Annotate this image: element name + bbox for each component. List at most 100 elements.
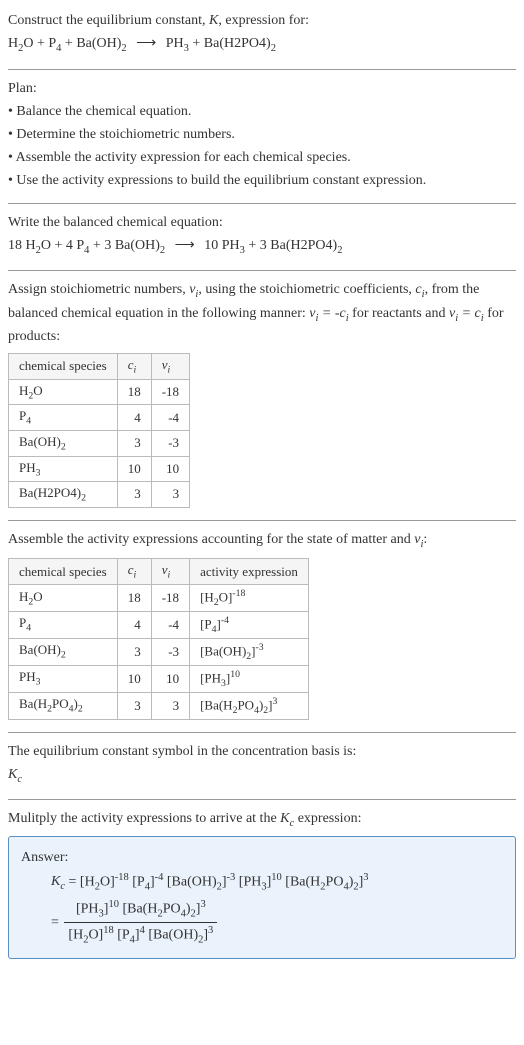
txt: Construct the equilibrium constant, xyxy=(8,13,209,28)
s: 2 xyxy=(121,43,126,54)
arrow-icon: ⟶ xyxy=(136,33,156,54)
section-assign: Assign stoichiometric numbers, νi , using… xyxy=(8,279,516,508)
rel2: νi = ci xyxy=(449,306,484,321)
assign-text: Assign stoichiometric numbers, νi, using… xyxy=(8,279,516,347)
t: Assemble the activity expressions accoun… xyxy=(8,532,414,547)
cell-ci: 3 xyxy=(117,638,151,665)
h: chemical species xyxy=(9,354,118,380)
t: + Ba(OH) xyxy=(61,36,121,51)
plan-b3: • Assemble the activity expression for e… xyxy=(8,147,516,168)
h: activity expression xyxy=(190,559,309,585)
section-mult: Mulitply the activity expressions to arr… xyxy=(8,808,516,959)
table-row: H2O18-18 xyxy=(9,379,190,405)
t: PO xyxy=(163,901,181,916)
answer-box: Answer: Kc = [H2O]-18 [P4]-4 [Ba(OH)2]-3… xyxy=(8,836,516,960)
kc-text: The equilibrium constant symbol in the c… xyxy=(8,741,516,762)
t: + 3 Ba(H2PO4) xyxy=(245,238,337,253)
table-activity: chemical species ci νi activity expressi… xyxy=(8,558,309,719)
cell-ci: 3 xyxy=(117,430,151,456)
t: PO xyxy=(326,874,344,889)
arrow-icon: ⟶ xyxy=(175,235,195,256)
cell-ci: 18 xyxy=(117,584,151,611)
table-row: Ba(H2PO4)233 xyxy=(9,482,190,508)
t: + 3 Ba(OH) xyxy=(89,238,160,253)
cell-vi: 3 xyxy=(151,482,189,508)
divider xyxy=(8,203,516,204)
t: O + 4 P xyxy=(41,238,84,253)
e: 18 xyxy=(103,925,114,936)
t: Mulitply the activity expressions to arr… xyxy=(8,811,280,826)
t: [H xyxy=(68,928,83,943)
plan-b4: • Use the activity expressions to build … xyxy=(8,170,516,191)
cell-activity: [Ba(OH)2]-3 xyxy=(190,638,309,665)
table-row: PH31010 xyxy=(9,456,190,482)
divider xyxy=(8,799,516,800)
t: [Ba(H xyxy=(282,874,321,889)
e: 10 xyxy=(271,872,282,883)
cell-species: Ba(OH)2 xyxy=(9,430,118,456)
cell-activity: [Ba(H2PO4)2]3 xyxy=(190,692,309,719)
plan-b2: • Determine the stoichiometric numbers. xyxy=(8,124,516,145)
cell-vi: -4 xyxy=(151,405,189,431)
kc: Kc xyxy=(51,874,65,889)
K: K xyxy=(209,13,218,28)
t: [PH xyxy=(235,874,261,889)
eq: = xyxy=(65,874,80,889)
table-row: P44-4 xyxy=(9,405,190,431)
e: 3 xyxy=(208,925,213,936)
h: ci xyxy=(117,354,151,380)
t: for reactants and xyxy=(349,306,449,321)
cell-species: Ba(H2PO4)2 xyxy=(9,482,118,508)
cell-activity: [PH3]10 xyxy=(190,665,309,692)
cell-ci: 4 xyxy=(117,611,151,638)
table-row: PH31010[PH3]10 xyxy=(9,665,309,692)
t: [H xyxy=(80,874,95,889)
cell-ci: 4 xyxy=(117,405,151,431)
answer-line2: = [PH3]10 [Ba(H2PO4)2]3 [H2O]18 [P4]4 [B… xyxy=(51,897,503,948)
cell-ci: 3 xyxy=(117,482,151,508)
cell-ci: 10 xyxy=(117,456,151,482)
e: -3 xyxy=(227,872,236,883)
h: chemical species xyxy=(9,559,118,585)
balanced-eq: 18 H2O + 4 P4 + 3 Ba(OH)2 ⟶ 10 PH3 + 3 B… xyxy=(8,235,516,259)
cell-species: H2O xyxy=(9,584,118,611)
t: , using the stoichiometric coefficients, xyxy=(198,282,415,297)
cell-vi: -18 xyxy=(151,379,189,405)
cell-vi: 10 xyxy=(151,665,189,692)
table-header: chemical species ci νi xyxy=(9,354,190,380)
t: O] xyxy=(100,874,115,889)
cell-vi: -18 xyxy=(151,584,189,611)
t: Assign stoichiometric numbers, xyxy=(8,282,189,297)
h: νi xyxy=(151,559,189,585)
t: 10 PH xyxy=(204,238,239,253)
rel: νi = -ci xyxy=(309,306,348,321)
cell-species: P4 xyxy=(9,611,118,638)
denominator: [H2O]18 [P4]4 [Ba(OH)2]3 xyxy=(64,923,217,948)
t: 18 H xyxy=(8,238,36,253)
h: νi xyxy=(151,354,189,380)
e: 3 xyxy=(200,899,205,910)
assemble-text: Assemble the activity expressions accoun… xyxy=(8,529,516,553)
cell-vi: -3 xyxy=(151,430,189,456)
txt: , expression for: xyxy=(218,13,309,28)
cell-ci: 3 xyxy=(117,692,151,719)
section-kc: The equilibrium constant symbol in the c… xyxy=(8,741,516,788)
divider xyxy=(8,270,516,271)
divider xyxy=(8,69,516,70)
fraction: [PH3]10 [Ba(H2PO4)2]3 [H2O]18 [P4]4 [Ba(… xyxy=(64,897,217,948)
cell-species: Ba(H2PO4)2 xyxy=(9,692,118,719)
kc-symbol: Kc xyxy=(8,764,516,788)
divider xyxy=(8,520,516,521)
cell-ci: 10 xyxy=(117,665,151,692)
s: 2 xyxy=(337,244,342,255)
section-balanced: Write the balanced chemical equation: 18… xyxy=(8,212,516,259)
t: [Ba(OH) xyxy=(145,928,198,943)
t: [Ba(H xyxy=(119,901,158,916)
table-row: Ba(OH)23-3 xyxy=(9,430,190,456)
t: [Ba(OH) xyxy=(163,874,216,889)
unbalanced-eq: H2O + P4 + Ba(OH)2 ⟶ PH3 + Ba(H2PO4)2 xyxy=(8,33,516,57)
cell-ci: 18 xyxy=(117,379,151,405)
ci: ci xyxy=(415,282,424,297)
table-row: Ba(OH)23-3[Ba(OH)2]-3 xyxy=(9,638,309,665)
t: : xyxy=(423,532,427,547)
